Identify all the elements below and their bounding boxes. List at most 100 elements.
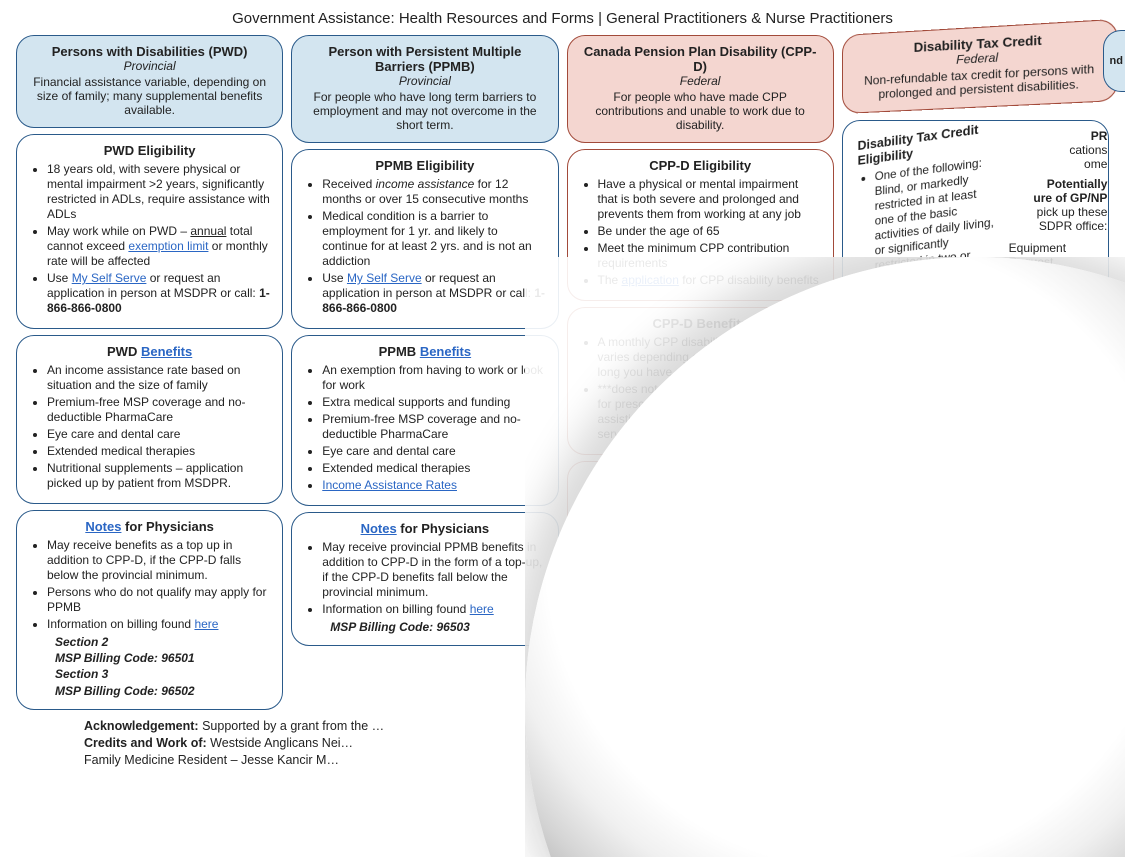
cppd-level: Federal: [580, 74, 821, 88]
after-line: Section 3: [29, 666, 270, 682]
list-item: Have a physical or mental impairment tha…: [598, 177, 821, 222]
list-item: May receive benefits as a top up in addi…: [47, 538, 270, 583]
list-item: Extended medical therapies: [47, 444, 270, 459]
list-item: For provincial social and economic needs…: [873, 589, 1096, 634]
section-title: CPP-D Eligibility: [580, 158, 821, 173]
inline-link[interactable]: My Self Serve: [72, 271, 147, 285]
acknowledgement: Acknowledgement: Supported by a grant fr…: [16, 718, 1109, 769]
list-item: Medical condition is a barrier to employ…: [322, 209, 545, 269]
section-title: Notes for Physicians: [304, 521, 545, 536]
list-item: Eye care and dental care: [322, 444, 545, 459]
list-item: Information on billing found here: [322, 602, 545, 617]
benefits-link[interactable]: Benefits: [420, 344, 471, 359]
pwd-desc: Financial assistance variable, depending…: [29, 75, 270, 117]
list-item: Premium-free MSP coverage and no-deducti…: [47, 395, 270, 425]
notes-link[interactable]: Notes: [361, 521, 397, 536]
ppmb-title: Person with Persistent Multiple Barriers…: [304, 44, 545, 74]
list-item: A monthly CPP disability pension that va…: [598, 335, 821, 380]
list-item: Medical Report Employability: [1001, 353, 1108, 381]
inline-link[interactable]: Income Assistance Rates: [322, 478, 457, 492]
list: Received income assistance for 12 months…: [304, 177, 545, 316]
list: Have a physical or mental impairment tha…: [580, 177, 821, 288]
ppmb-benefits: PPMB Benefits An exemption from having t…: [291, 335, 558, 506]
after-line: Section 2: [29, 634, 270, 650]
list-item: Persons who do not qualify may apply for…: [47, 585, 270, 615]
list-item: Use My Self Serve or request an applicat…: [322, 271, 545, 316]
list-item: Information on billing found here: [47, 617, 270, 632]
list-item: y Nutritional: [1001, 269, 1108, 283]
notes-link[interactable]: Notes: [682, 470, 718, 485]
col-pwd: Persons with Disabilities (PWD) Provinci…: [16, 35, 283, 710]
inline-link[interactable]: here: [194, 617, 218, 631]
ppmb-level: Provincial: [304, 74, 545, 88]
forms-items: Equipment Requesty NutritionalementMSP B…: [1001, 241, 1108, 465]
list-item: Equipment Request: [1001, 241, 1108, 269]
list-item: MSP Billing Code: 96400: [1001, 297, 1108, 325]
orthoses-link[interactable]: Orthoses Request and Justification: [1045, 480, 1108, 543]
ppmb-eligibility: PPMB Eligibility Received income assista…: [291, 149, 558, 329]
list-item: The application for CPP disability benef…: [598, 273, 821, 288]
list: 18 years old, with severe physical or me…: [29, 162, 270, 316]
list-item: An exemption from having to work or look…: [322, 363, 545, 393]
pwd-title: Persons with Disabilities (PWD): [29, 44, 270, 59]
list-item: Nutritional supplements – application pi…: [47, 461, 270, 491]
page-title: Government Assistance: Health Resources …: [16, 10, 1109, 27]
list-item: Income Assistance Rates: [322, 478, 545, 493]
list-item: One of the following: Blind, or markedly…: [874, 154, 994, 333]
contact-title: Contact: [855, 570, 1096, 585]
list: May receive benefits as a top up in addi…: [29, 538, 270, 632]
list-item: basic …: [598, 506, 821, 521]
program-grid: Persons with Disabilities (PWD) Provinci…: [16, 35, 1109, 710]
col5-header-sliver: nd: [1103, 30, 1125, 92]
forms-fragment: PR cations ome Potentially ure of GP/NP …: [1001, 129, 1108, 544]
list-item: ement: [1001, 283, 1108, 297]
list-item: MSP Billing Code: 96504: [1001, 381, 1108, 409]
list: For provincial social and economic needs…: [855, 589, 1096, 668]
list: An exemption from having to work or look…: [304, 363, 545, 493]
list-item: MSP Billing Code: 96505: [1001, 437, 1108, 465]
inline-link[interactable]: exemption limit: [128, 239, 208, 253]
ppmb-header: Person with Persistent Multiple Barriers…: [291, 35, 558, 143]
col-ppmb: Person with Persistent Multiple Barriers…: [291, 35, 558, 710]
benefits-link[interactable]: Benefits: [141, 344, 192, 359]
pwd-eligibility: PWD Eligibility 18 years old, with sever…: [16, 134, 283, 329]
list-item: 1-866-866-0800: [873, 653, 1096, 668]
list-item: Extended medical therapies: [322, 461, 545, 476]
list-item: An income assistance rate based on situa…: [47, 363, 270, 393]
list-item: Medical Report Child: [1001, 409, 1108, 437]
list-item: 18 years old, with severe physical or me…: [47, 162, 270, 222]
list: If patient …basic ……: [580, 489, 821, 538]
list: May receive provincial PPMB benefits in …: [304, 540, 545, 617]
after-list: MSP Billing Code: 96503: [304, 619, 545, 635]
inline-link[interactable]: application: [622, 273, 679, 287]
after-line: … health: [580, 540, 821, 556]
list-item: May work while on PWD – annual total can…: [47, 224, 270, 269]
section-title: PWD Eligibility: [29, 143, 270, 158]
section-title: PPMB Eligibility: [304, 158, 545, 173]
inline-link[interactable]: My Self Serve: [347, 271, 422, 285]
after-line: MSP Billing Code: 96501: [29, 650, 270, 666]
after-line: MSP Billing Code: 96503: [304, 619, 545, 635]
pwd-level: Provincial: [29, 59, 270, 73]
dtc-header: Disability Tax Credit Federal Non-refund…: [842, 19, 1118, 114]
cppd-benefits: CPP-D Benefits A monthly CPP disability …: [567, 307, 834, 455]
list-item: Be under the age of 65: [598, 224, 821, 239]
section-title: Notes for Physicians: [29, 519, 270, 534]
pwd-notes: Notes for Physicians May receive benefit…: [16, 510, 283, 710]
inline-link[interactable]: here: [470, 602, 494, 616]
cppd-notes: Notes If patient …basic …… … health: [567, 461, 834, 611]
ppmb-desc: For people who have long term barriers t…: [304, 90, 545, 132]
after-list: … health: [580, 540, 821, 556]
cppd-eligibility: CPP-D Eligibility Have a physical or men…: [567, 149, 834, 301]
list-item: Meet the minimum CPP contribution requir…: [598, 241, 821, 271]
list-item: ***does not provide additional payments …: [598, 382, 821, 442]
after-list: Section 2MSP Billing Code: 96501Section …: [29, 634, 270, 699]
after-line: MSP Billing Code: 96502: [29, 683, 270, 699]
notes-link[interactable]: Notes: [85, 519, 121, 534]
list-item: May receive provincial PPMB benefits in …: [322, 540, 545, 600]
cppd-desc: For people who have made CPP contributio…: [580, 90, 821, 132]
list-item: Eye care and dental care: [47, 427, 270, 442]
list-item: Bring at least one piece of ID: [873, 636, 1096, 651]
contact-box: Contact For provincial social and econom…: [842, 561, 1109, 681]
pwd-benefits: PWD Benefits An income assistance rate b…: [16, 335, 283, 504]
